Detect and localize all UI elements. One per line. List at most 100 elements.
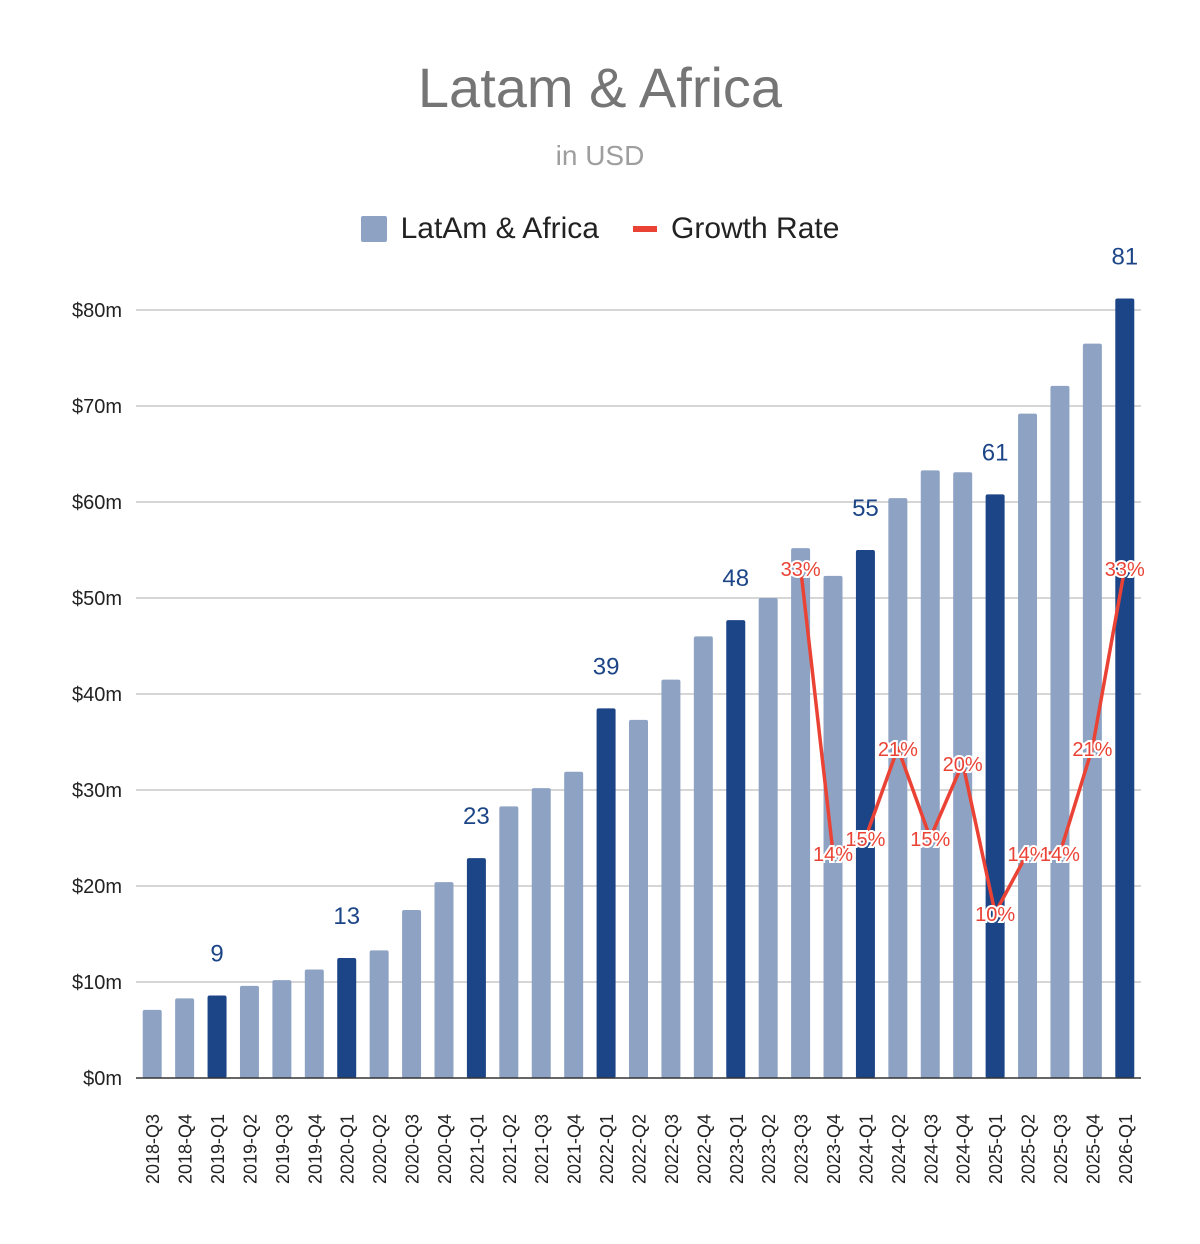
y-tick-label: $40m <box>72 684 122 706</box>
bar <box>531 788 551 1078</box>
growth-rate-label: 14% <box>1008 844 1048 866</box>
bar <box>693 636 713 1078</box>
x-tick-label: 2022-Q4 <box>694 1114 714 1184</box>
x-tick-label: 2018-Q4 <box>176 1114 196 1184</box>
legend-swatch-line <box>633 226 657 232</box>
bar <box>142 1009 162 1078</box>
x-tick-label: 2020-Q1 <box>338 1114 358 1184</box>
y-tick-label: $10m <box>72 972 122 994</box>
data-label: 39 <box>593 653 620 680</box>
y-tick-label: $30m <box>72 780 122 802</box>
bar <box>337 958 357 1078</box>
x-tick-label: 2025-Q3 <box>1051 1114 1071 1184</box>
legend-label: Growth Rate <box>671 212 840 245</box>
x-tick-label: 2025-Q2 <box>1019 1114 1039 1184</box>
chart-subtitle: in USD <box>555 140 645 171</box>
bar <box>953 472 973 1078</box>
x-tick-label: 2018-Q3 <box>143 1114 163 1184</box>
y-tick-label: $0m <box>83 1068 122 1090</box>
bar <box>466 858 486 1078</box>
x-tick-label: 2020-Q4 <box>435 1114 455 1184</box>
x-tick-label: 2022-Q2 <box>630 1114 650 1184</box>
bar <box>1050 385 1070 1079</box>
growth-rate-label: 20% <box>943 754 983 776</box>
bar <box>304 969 324 1078</box>
bar <box>499 806 519 1078</box>
bar <box>791 548 811 1078</box>
y-tick-label: $50m <box>72 588 122 610</box>
bar <box>920 470 940 1078</box>
bar <box>402 910 422 1078</box>
x-tick-label: 2021-Q2 <box>500 1114 520 1184</box>
x-tick-label: 2019-Q4 <box>305 1114 325 1184</box>
growth-rate-label: 21% <box>1072 739 1112 761</box>
x-tick-label: 2020-Q3 <box>403 1114 423 1184</box>
bar <box>564 771 584 1078</box>
legend-item-line[interactable]: Growth Rate <box>633 212 839 246</box>
bar <box>1115 298 1135 1079</box>
growth-rate-label: 15% <box>845 829 885 851</box>
data-label: 81 <box>1111 243 1138 270</box>
x-tick-label: 2021-Q4 <box>565 1114 585 1184</box>
y-tick-label: $20m <box>72 876 122 898</box>
bar <box>629 719 648 1078</box>
bar <box>823 575 843 1078</box>
bar <box>855 550 875 1078</box>
x-tick-label: 2023-Q3 <box>792 1114 812 1184</box>
y-tick-label: $60m <box>72 492 122 514</box>
x-tick-label: 2025-Q4 <box>1083 1114 1103 1184</box>
bar <box>596 708 616 1078</box>
x-tick-label: 2022-Q1 <box>597 1114 617 1184</box>
x-tick-label: 2024-Q3 <box>921 1114 941 1184</box>
growth-rate-line <box>798 567 1127 915</box>
growth-rate-label: 14% <box>813 844 853 866</box>
bar <box>985 494 1005 1078</box>
data-label: 48 <box>722 565 749 592</box>
x-tick-label: 2022-Q3 <box>662 1114 682 1184</box>
bar <box>175 998 195 1078</box>
x-tick-label: 2019-Q3 <box>273 1114 293 1184</box>
bar <box>758 598 778 1078</box>
x-tick-label: 2026-Q1 <box>1116 1114 1136 1184</box>
bar <box>1018 413 1038 1078</box>
x-tick-label: 2024-Q2 <box>889 1114 909 1184</box>
legend-swatch-bar <box>360 216 387 242</box>
growth-rate-label: 33% <box>1105 559 1145 581</box>
data-label: 9 <box>210 940 223 967</box>
x-tick-label: 2023-Q2 <box>759 1114 779 1184</box>
legend: LatAm & Africa Growth Rate <box>0 212 1200 246</box>
legend-item-bars[interactable]: LatAm & Africa <box>360 212 599 246</box>
x-tick-label: 2019-Q2 <box>240 1114 260 1184</box>
bar <box>239 985 259 1078</box>
chart-title: Latam & Africa <box>417 56 783 119</box>
bar <box>434 882 454 1078</box>
x-tick-label: 2024-Q4 <box>954 1114 974 1184</box>
bar <box>369 950 389 1078</box>
x-tick-label: 2023-Q1 <box>727 1114 747 1184</box>
data-label: 55 <box>852 495 879 522</box>
x-tick-label: 2021-Q3 <box>532 1114 552 1184</box>
y-tick-label: $80m <box>72 300 122 322</box>
legend-label: LatAm & Africa <box>400 212 599 245</box>
x-tick-label: 2020-Q2 <box>370 1114 390 1184</box>
x-tick-label: 2019-Q1 <box>208 1114 228 1184</box>
data-label: 61 <box>982 439 1009 466</box>
growth-rate-label: 21% <box>878 739 918 761</box>
growth-rate-label: 14% <box>1040 844 1080 866</box>
bar <box>207 995 227 1078</box>
growth-rate-label: 33% <box>781 559 821 581</box>
data-label: 13 <box>333 903 360 930</box>
growth-rate-label: 15% <box>910 829 950 851</box>
bar <box>1082 343 1102 1079</box>
x-tick-label: 2023-Q4 <box>824 1114 844 1184</box>
y-tick-label: $70m <box>72 396 122 418</box>
x-tick-label: 2024-Q1 <box>856 1114 876 1184</box>
x-tick-label: 2021-Q1 <box>467 1114 487 1184</box>
bar <box>661 679 681 1078</box>
bar <box>726 620 746 1078</box>
x-tick-label: 2025-Q1 <box>986 1114 1006 1184</box>
bar <box>888 498 908 1078</box>
data-label: 23 <box>463 803 490 830</box>
growth-rate-label: 10% <box>975 904 1015 926</box>
